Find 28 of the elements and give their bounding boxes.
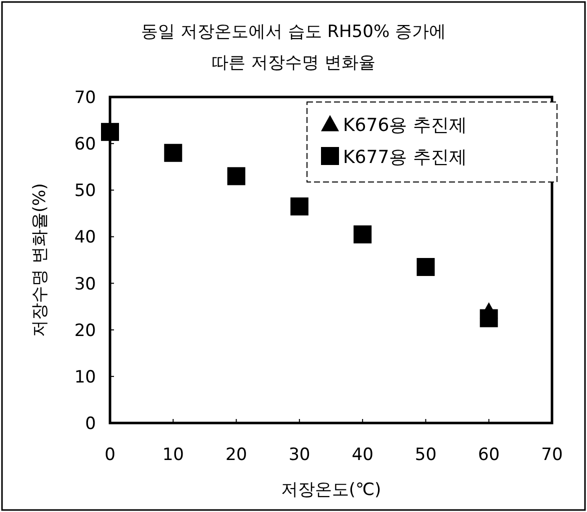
y-tick-label: 50 bbox=[74, 181, 96, 202]
y-tick-label: 30 bbox=[74, 274, 96, 294]
x-tick-label: 70 bbox=[541, 445, 563, 465]
y-tick-label: 0 bbox=[85, 414, 96, 434]
y-tick-label: 10 bbox=[74, 367, 96, 388]
y-tick-label: 60 bbox=[74, 134, 96, 155]
legend-label: K676용 추진제 bbox=[343, 115, 467, 136]
chart-title: 동일 저장온도에서 습도 RH50% 증가에 따른 저장수명 변화율 bbox=[141, 22, 446, 73]
legend-label: K677용 추진제 bbox=[343, 147, 467, 168]
x-axis-title: 저장온도(℃) bbox=[280, 480, 382, 500]
y-tick-label: 40 bbox=[74, 228, 96, 248]
point bbox=[416, 258, 435, 276]
point bbox=[227, 167, 246, 186]
y-tick-label: 70 bbox=[74, 88, 96, 108]
x-tick-label: 20 bbox=[225, 445, 248, 465]
y-tick-label: 20 bbox=[74, 320, 96, 341]
point bbox=[354, 225, 372, 244]
x-tick-label: 50 bbox=[414, 445, 437, 465]
x-tick-label: 40 bbox=[352, 445, 374, 465]
x-tick-label: 30 bbox=[288, 445, 310, 465]
point bbox=[101, 122, 119, 141]
x-tick-label: 10 bbox=[162, 445, 184, 465]
point bbox=[480, 302, 498, 318]
point bbox=[290, 197, 308, 216]
x-tick-label: 0 bbox=[104, 445, 116, 465]
point bbox=[164, 144, 182, 162]
x-tick-label: 60 bbox=[478, 445, 500, 465]
y-axis-title: 저장수명 변화율(%) bbox=[30, 183, 50, 337]
